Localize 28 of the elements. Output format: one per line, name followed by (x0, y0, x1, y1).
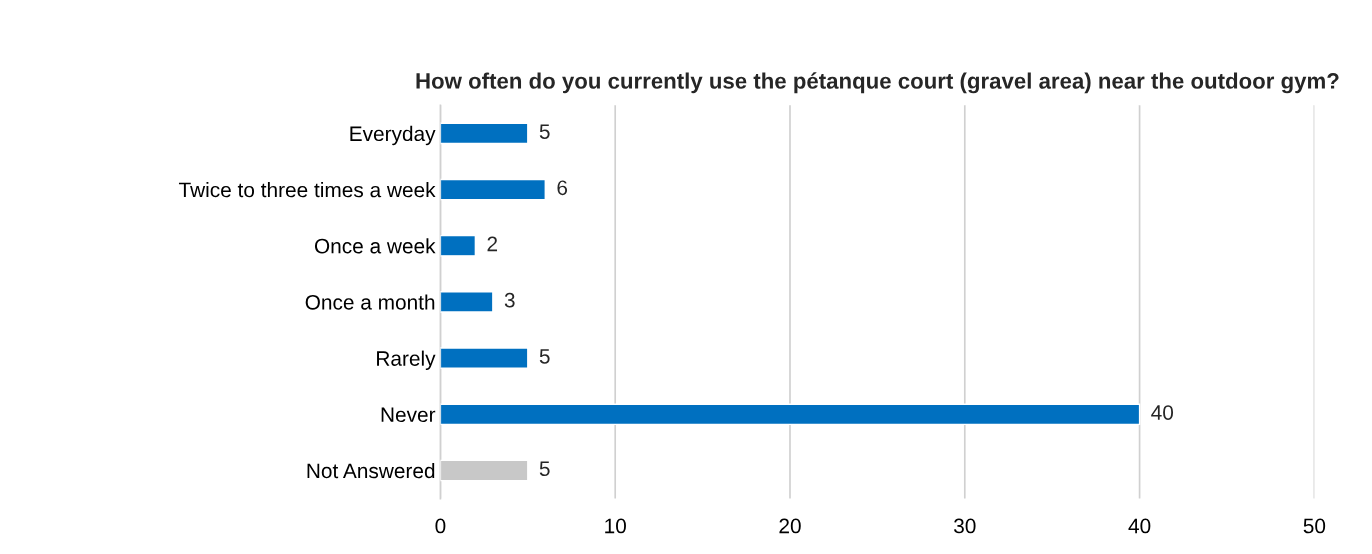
data-label: 5 (539, 124, 550, 139)
data-label: 6 (557, 180, 568, 196)
x-tick-label: 20 (779, 518, 801, 534)
y-tick-label: Rarely (377, 350, 436, 370)
x-tick-label: 30 (954, 518, 976, 534)
x-tick-label: 40 (1128, 518, 1151, 534)
bar (440, 291, 494, 313)
bar (440, 347, 529, 369)
y-tick-label: Never (381, 407, 436, 423)
bar (440, 122, 529, 145)
bar (440, 403, 1141, 426)
data-label: 2 (487, 236, 498, 252)
data-label: 5 (539, 461, 550, 477)
y-tick-label: Everyday (350, 125, 436, 146)
y-tick-label: Once a month (305, 294, 435, 310)
bar (440, 178, 546, 201)
data-label: 5 (539, 349, 550, 364)
chart-title: How often do you currently use the pétanque court (gravel area) near the outdoor gym? (416, 72, 1339, 94)
y-tick-label: Twice to three times a week (178, 182, 436, 198)
x-tick-label: 10 (605, 518, 626, 534)
x-tick-label: 50 (1303, 518, 1326, 534)
y-tick-label: Not Answered (307, 462, 435, 479)
x-tick-label: 0 (435, 518, 446, 534)
data-label: 3 (504, 292, 515, 308)
y-tick-label: Once a week (314, 238, 436, 254)
bar (440, 234, 477, 257)
bar (440, 459, 529, 482)
data-label: 40 (1151, 405, 1174, 420)
